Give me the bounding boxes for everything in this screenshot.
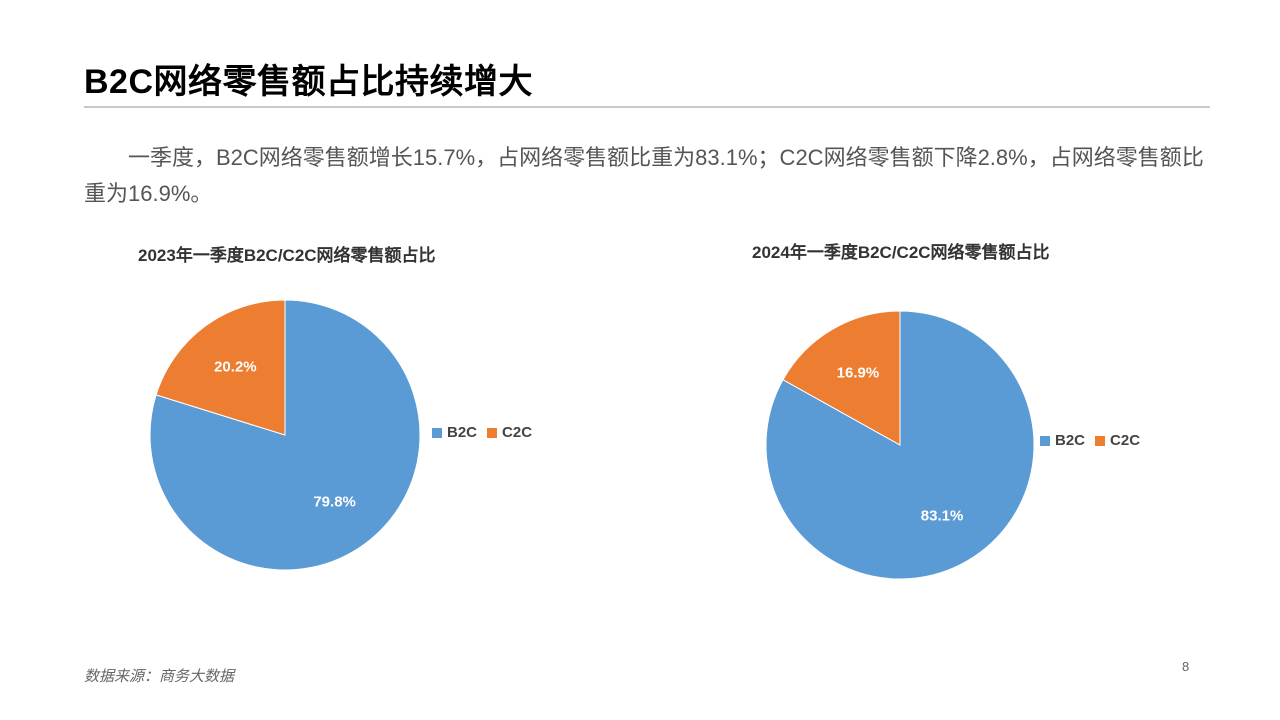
pie-chart-2023: 79.8% 20.2%	[149, 299, 421, 571]
legend-swatch-b2c	[432, 427, 442, 438]
data-label-c2c: 16.9%	[837, 364, 880, 381]
data-label-b2c: 83.1%	[921, 508, 964, 525]
data-label-c2c: 20.2%	[214, 359, 257, 376]
legend-2023: B2C C2C	[432, 424, 542, 441]
pie-slice-c2c	[155, 299, 286, 436]
page-number: 8	[1182, 659, 1190, 674]
legend-swatch-b2c	[1040, 435, 1050, 446]
data-label-b2c: 79.8%	[313, 493, 356, 510]
data-source-note: 数据来源：商务大数据	[84, 668, 235, 685]
legend-2024: B2C C2C	[1040, 432, 1150, 449]
legend-item-c2c: C2C	[1095, 432, 1140, 449]
legend-swatch-c2c	[487, 427, 498, 438]
legend-label-b2c: B2C	[447, 424, 478, 441]
pie-slice-c2c	[782, 310, 901, 446]
title-divider	[84, 106, 1210, 108]
legend-label-c2c: C2C	[1110, 432, 1141, 449]
legend-label-c2c: C2C	[502, 424, 533, 441]
summary-text: 一季度，B2C网络零售额增长15.7%，占网络零售额比重为83.1%；C2C网络…	[84, 145, 1204, 206]
legend-swatch-c2c	[1095, 435, 1106, 446]
legend-label-b2c: B2C	[1055, 432, 1086, 449]
legend-item-b2c: B2C	[1040, 432, 1085, 449]
legend-item-c2c: C2C	[487, 424, 532, 441]
chart-title-2023: 2023年一季度B2C/C2C网络零售额占比	[138, 246, 436, 265]
chart-title-2024: 2024年一季度B2C/C2C网络零售额占比	[752, 243, 1050, 262]
pie-chart-2024: 83.1% 16.9%	[765, 310, 1035, 580]
legend-item-b2c: B2C	[432, 424, 477, 441]
slide-title: B2C网络零售额占比持续增大	[84, 63, 534, 101]
